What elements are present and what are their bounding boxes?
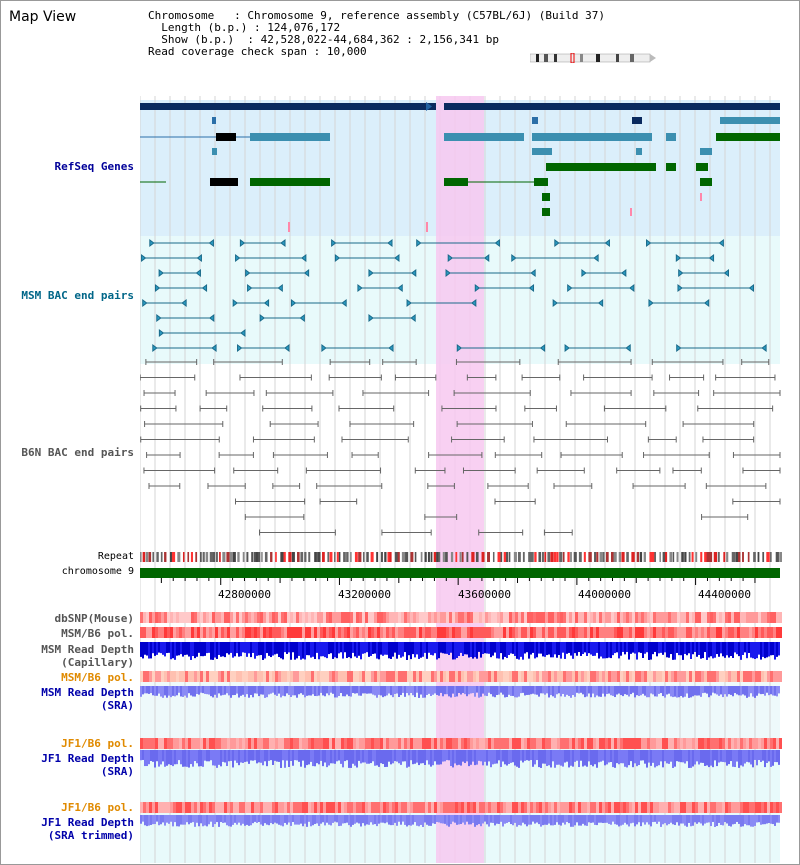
tick-label-4: 44400000	[698, 588, 751, 601]
jf1-depth-trim-label-1: JF1 Read Depth	[41, 816, 134, 829]
jf1-depth-sra-label-1: JF1 Read Depth	[41, 752, 134, 765]
msm-b6-pol-label: MSM/B6 pol.	[61, 627, 134, 640]
msm-depth-sra-label-1: MSM Read Depth	[41, 686, 134, 699]
span-key: Read coverage check span	[148, 45, 307, 58]
info-block: Chromosome : Chromosome 9, reference ass…	[148, 9, 605, 58]
tick-label-0: 42800000	[218, 588, 271, 601]
msm-depth-sra-label-2: (SRA)	[100, 699, 134, 712]
page-title: Map View	[9, 9, 77, 25]
msm-bac-label[interactable]: MSM BAC end pairs	[21, 289, 134, 302]
dbsnp-label: dbSNP(Mouse)	[54, 612, 134, 625]
highlight-region	[436, 96, 484, 863]
length-key: Length (b.p.)	[161, 21, 248, 34]
repeat-track	[140, 552, 782, 562]
refseq-label[interactable]: RefSeq Genes	[54, 160, 134, 173]
jf1-depth-sra-label-2: (SRA)	[100, 765, 134, 778]
show-value: 42,528,022-44,684,362 : 2,156,341 bp	[260, 33, 500, 46]
tick-label-1: 43200000	[338, 588, 391, 601]
span-value: 10,000	[326, 45, 367, 58]
chromosome-value: Chromosome 9, reference assembly (C57BL/…	[247, 9, 605, 22]
msm-bac-end-pairs[interactable]	[141, 239, 767, 352]
refseq-gene-models[interactable]	[140, 102, 780, 232]
b6n-bac-end-pairs[interactable]	[140, 359, 781, 536]
msm-depth-capillary-label-1: MSM Read Depth	[41, 643, 134, 656]
repeat-label: Repeat	[97, 551, 134, 562]
genome-tracks[interactable]	[140, 96, 782, 863]
chromosome-label: chromosome 9	[61, 566, 134, 577]
signal-tracks	[140, 612, 782, 827]
msm-depth-capillary-label-2: (Capillary)	[61, 656, 134, 669]
chromosome-key: Chromosome	[148, 9, 215, 22]
msm-b6-pol-label-2: MSM/B6 pol.	[61, 671, 134, 684]
chromosome-ideogram[interactable]	[530, 53, 656, 63]
tick-label-3: 44000000	[578, 588, 631, 601]
jf1-b6-pol-label-2: JF1/B6 pol.	[61, 801, 134, 814]
jf1-b6-pol-label: JF1/B6 pol.	[61, 737, 134, 750]
tick-label-2: 43600000	[458, 588, 511, 601]
axis-ticks: 42800000 43200000 43600000 44000000 4440…	[140, 578, 780, 602]
show-key: Show (b.p.)	[161, 33, 235, 46]
length-value: 124,076,172	[267, 21, 341, 34]
b6n-bac-label[interactable]: B6N BAC end pairs	[21, 446, 134, 459]
chromosome-bar	[140, 568, 780, 578]
jf1-depth-trim-label-2: (SRA trimmed)	[47, 829, 134, 842]
